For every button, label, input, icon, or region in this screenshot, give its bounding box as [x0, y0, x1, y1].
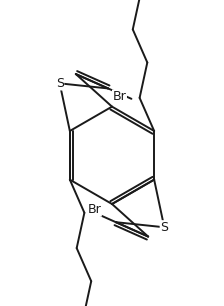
Text: S: S [160, 221, 168, 234]
Text: Br: Br [113, 90, 126, 103]
Text: Br: Br [88, 203, 101, 216]
Text: S: S [56, 77, 64, 90]
